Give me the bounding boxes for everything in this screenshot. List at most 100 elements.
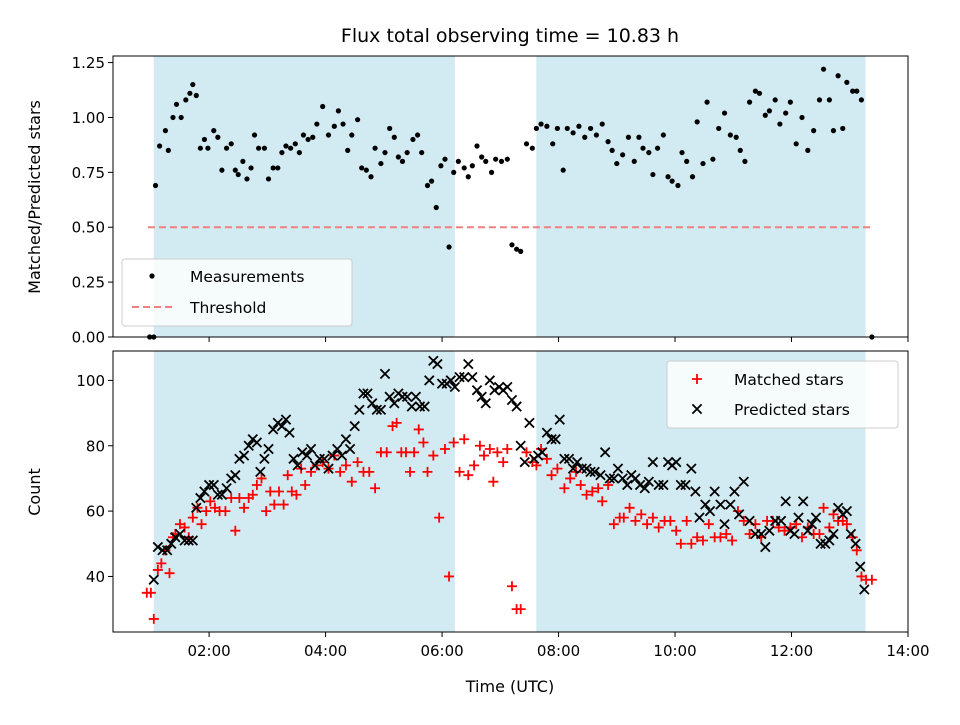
predicted-star-point: [639, 482, 650, 494]
predicted-star-point: [280, 414, 292, 425]
predicted-star-point: [617, 473, 628, 484]
matched-star-point: [647, 512, 658, 523]
measurement-point: [465, 174, 471, 180]
measurement-point: [156, 143, 163, 149]
measurement-point: [529, 145, 535, 151]
measurement-point: [850, 88, 856, 94]
measurement-point: [331, 123, 337, 129]
matched-star-point: [721, 528, 732, 539]
matched-star-point: [439, 444, 450, 455]
bottom-y-tick-label: 40: [86, 568, 105, 586]
legend-predicted-label: Predicted stars: [734, 401, 850, 419]
predicted-star-point: [744, 515, 755, 527]
predicted-star-point: [647, 456, 659, 468]
predicted-star-point: [401, 391, 413, 402]
predicted-star-point: [793, 512, 804, 523]
matched-star-point: [152, 564, 163, 575]
measurement-point: [372, 145, 378, 151]
measurement-point: [509, 242, 515, 248]
measurement-point: [483, 158, 489, 164]
matched-star-point: [618, 512, 629, 523]
measurement-point: [178, 114, 184, 121]
measurement-point: [223, 145, 230, 151]
matched-star-point: [552, 463, 563, 474]
predicted-star-point: [414, 401, 426, 412]
predicted-star-point: [738, 476, 749, 487]
predicted-star-point: [484, 375, 496, 386]
measurement-point: [620, 152, 626, 158]
predicted-star-point: [571, 456, 583, 468]
top-axes-frame: [112, 55, 909, 338]
x-tick-label: 12:00: [770, 642, 813, 660]
measurement-point: [675, 182, 681, 189]
predicted-star-point: [515, 440, 526, 451]
matched-star-point: [814, 528, 825, 539]
matched-star-point: [642, 519, 653, 530]
predicted-star-point: [319, 453, 330, 465]
matched-star-point: [352, 457, 363, 468]
matched-star-point: [145, 587, 156, 598]
measurement-point: [684, 158, 690, 164]
predicted-star-point: [467, 371, 478, 383]
measurement-point: [576, 123, 582, 129]
predicted-star-point: [203, 479, 215, 491]
matched-star-point: [434, 512, 445, 523]
measurement-point: [523, 141, 530, 147]
measurement-point: [193, 92, 199, 99]
predicted-star-point: [855, 561, 866, 572]
measurement-point: [737, 147, 743, 153]
measurement-point: [587, 125, 594, 132]
x-tick-label: 14:00: [886, 642, 929, 660]
predicted-star-point: [463, 358, 474, 370]
top-y-tick-label: 0.25: [72, 274, 105, 292]
measurement-point: [605, 139, 611, 145]
predicted-star-point: [174, 528, 186, 540]
predicted-star-point: [797, 496, 809, 507]
matched-star-point: [239, 502, 250, 513]
measurement-point: [424, 182, 431, 189]
predicted-star-point: [445, 375, 457, 386]
measurement-point: [173, 101, 180, 107]
matched-star-point: [291, 489, 302, 500]
predicted-star-point: [733, 509, 745, 520]
predicted-star-point: [658, 479, 669, 491]
measurement-point: [446, 244, 452, 250]
measurement-point: [404, 149, 410, 156]
predicted-star-point: [166, 538, 177, 550]
predicted-star-point: [850, 538, 861, 550]
measurement-point: [419, 149, 425, 156]
measurement-point: [762, 112, 768, 118]
measurement-point: [410, 136, 416, 143]
measurement-point: [704, 99, 710, 105]
matched-star-point: [282, 470, 293, 481]
x-axis-label: Time (UTC): [465, 677, 554, 696]
measurement-point: [391, 134, 397, 140]
predicted-star-point: [288, 453, 299, 465]
measurement-point: [498, 158, 505, 164]
measurement-point: [244, 176, 250, 182]
predicted-star-point: [476, 391, 487, 402]
legend-measurements-label: Measurements: [190, 268, 305, 286]
measurement-point: [283, 143, 289, 149]
predicted-star-point: [643, 476, 655, 487]
predicted-star-point: [366, 398, 378, 409]
measurement-point: [433, 204, 439, 211]
measurement-point: [261, 145, 268, 151]
measurement-point: [340, 121, 346, 127]
measurement-point: [811, 128, 817, 134]
measurement-point: [288, 145, 294, 151]
measurement-point: [211, 128, 217, 134]
predicted-star-point: [267, 424, 279, 435]
matched-star-point: [256, 473, 267, 484]
predicted-star-point: [255, 466, 266, 478]
matched-star-point: [587, 486, 598, 497]
matched-star-point: [593, 483, 604, 494]
predicted-star-point: [599, 447, 611, 458]
legend-predicted-marker: [691, 403, 703, 415]
predicted-star-point: [259, 453, 270, 465]
predicted-star-point: [634, 479, 646, 491]
matched-star-point: [488, 476, 499, 487]
predicted-star-point: [397, 391, 408, 402]
